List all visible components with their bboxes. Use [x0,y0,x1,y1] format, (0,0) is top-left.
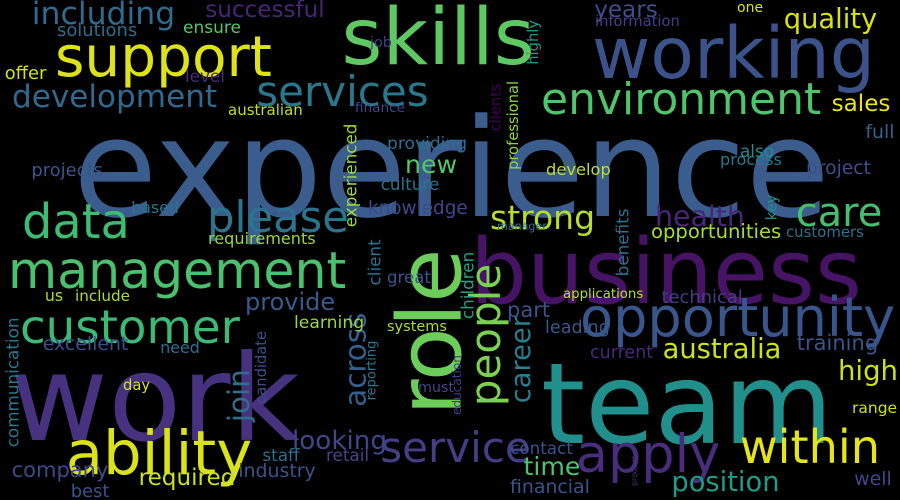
word: career [506,316,538,404]
word: looking [292,425,387,456]
word: health [655,199,745,233]
word: time [523,452,581,482]
word: benefits [612,208,633,277]
word: technical [661,286,743,308]
word: key [763,194,781,221]
word: learning [294,312,365,333]
word: including [31,0,176,33]
word: candidate [252,330,270,404]
word: job [370,34,392,51]
word: work [10,330,300,470]
word: business [470,221,862,325]
word: best [70,480,110,500]
word: retail [326,444,370,465]
word: apply [575,423,721,485]
word: working [591,12,876,96]
word: customers [786,223,864,241]
word: also [740,140,774,161]
word: position [671,467,780,499]
word: management [8,240,347,300]
word: industry [238,459,316,482]
word: financial [510,475,590,498]
word: current [590,342,654,363]
word: level [185,65,225,86]
word: data [22,195,130,250]
word: australia [662,334,782,366]
word: range [852,398,898,417]
word: include [75,287,131,306]
word: one [737,0,764,16]
word: culture [380,173,440,194]
word: successful [205,0,325,24]
word: part [507,297,551,322]
word: need [160,337,200,357]
word: opportunity [580,286,896,349]
word: excellent [42,332,129,355]
word: providing [387,134,468,154]
word: offer [4,62,47,84]
word: australian [228,101,303,119]
word: contact [510,437,573,458]
word: years [594,0,658,24]
word: experience [73,89,830,249]
word: us [44,285,64,305]
word: applications [563,287,644,303]
word: staff [262,444,300,465]
word: team [541,337,834,470]
word: product [630,455,640,486]
word: experienced [340,123,361,227]
word: project [806,157,871,179]
word: develop [546,159,611,179]
word: within [739,419,880,474]
word: well [854,467,892,490]
word: solutions [57,19,138,41]
word: environment [541,74,822,125]
word: ensure [183,18,241,38]
word: highly [524,20,542,65]
word: skills [341,0,535,84]
word: ability [65,417,253,489]
word: service [380,423,531,472]
word: training [796,330,879,355]
word: strong [490,197,596,237]
word: must [418,379,455,396]
word: systems [387,318,447,335]
word: projects [31,159,103,181]
word: services [256,67,429,116]
word: day [123,376,151,394]
word: reporting [364,340,380,400]
word: based [131,197,179,217]
word: new [405,150,458,180]
word: leading [545,318,610,339]
word: sales [831,90,891,117]
word: company [11,457,109,482]
word: provide [245,288,336,316]
word: opportunities [651,220,782,244]
word: customer [20,300,240,355]
word: care [795,190,883,237]
word: communication [2,317,23,448]
word: information [595,12,680,30]
word: manager [497,220,547,234]
word: please [207,193,349,244]
word: clients [487,83,505,132]
word: finance [355,100,405,117]
word: great [387,267,431,287]
word: high [838,355,898,388]
word: join [221,369,256,423]
word: quality [783,4,878,36]
word: professional [504,80,522,170]
word: requirements [208,229,316,249]
word: support [55,24,272,90]
word: required [138,465,236,492]
word: process [720,149,782,169]
word: knowledge [368,197,468,219]
word: full [865,120,895,143]
word: client [364,239,385,286]
word: children [457,251,478,319]
word: development [12,78,218,115]
